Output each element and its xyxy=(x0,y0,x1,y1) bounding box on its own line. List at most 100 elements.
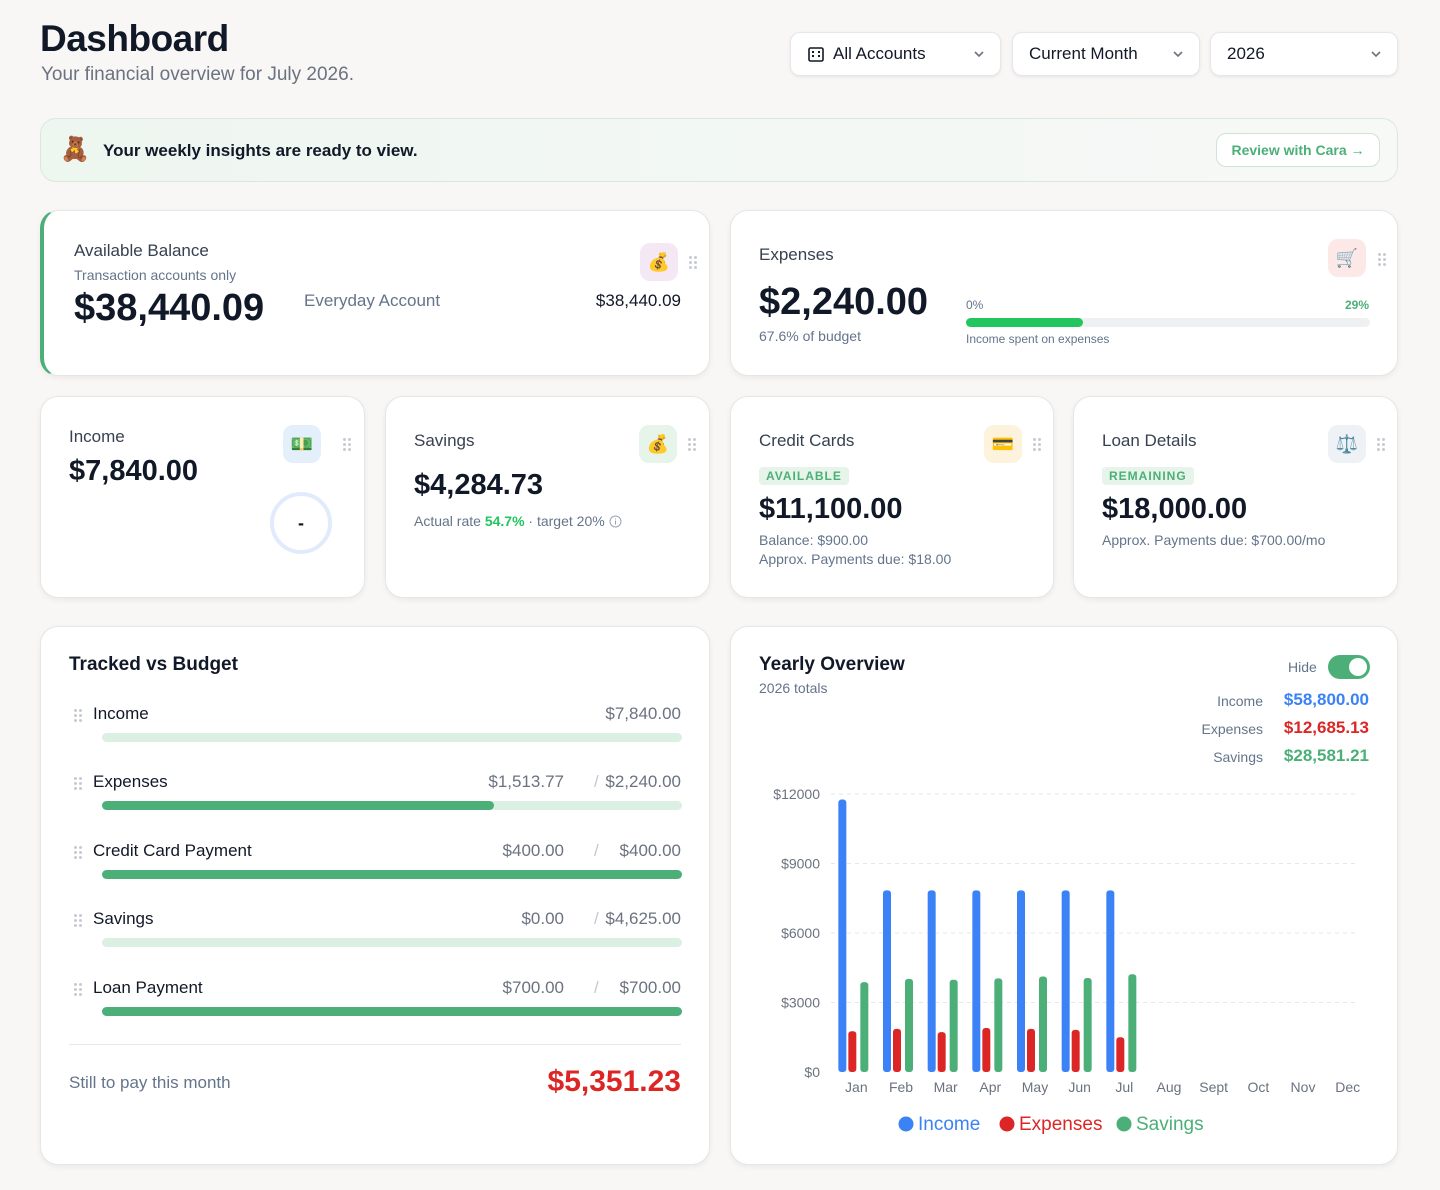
accounts-dropdown[interactable]: All Accounts xyxy=(790,32,1001,76)
info-icon[interactable] xyxy=(609,515,622,528)
yearly-total-value: $58,800.00 xyxy=(1283,690,1369,709)
expenses-card: Expenses $2,240.00 67.6% of budget 0% 29… xyxy=(730,210,1398,376)
x-tick-label: Dec xyxy=(1335,1079,1360,1095)
chart-bar-savings xyxy=(1039,976,1047,1072)
teddy-bear-icon: 🧸 xyxy=(60,136,90,163)
chart-bar-income xyxy=(838,799,847,1072)
drag-handle-icon[interactable] xyxy=(343,438,351,451)
tracked-row-separator: / xyxy=(594,772,599,791)
tracked-row-budget: $2,240.00 xyxy=(605,772,681,791)
drag-handle-icon[interactable] xyxy=(74,983,82,996)
page-subtitle: Your financial overview for July 2026. xyxy=(41,64,354,85)
drag-handle-icon[interactable] xyxy=(688,438,696,451)
tracked-row-bar-fill xyxy=(102,801,495,810)
chart-bar-expenses xyxy=(893,1028,901,1072)
chart-bar-income xyxy=(927,890,936,1072)
expenses-amount: $2,240.00 xyxy=(759,281,929,323)
yearly-subtitle: 2026 totals xyxy=(759,680,828,696)
savings-card: Savings $4,284.73 Actual rate 54.7% · ta… xyxy=(385,396,710,598)
yearly-bar-chart: $12000 $9000 $6000 $3000 $0 Jan Feb Mar Apr May Ju… xyxy=(773,786,1360,1135)
tracked-row-label: Loan Payment xyxy=(93,978,203,997)
tracked-row-budget: $7,840.00 xyxy=(605,704,681,723)
x-tick-label: Nov xyxy=(1291,1079,1316,1095)
drag-handle-icon[interactable] xyxy=(1033,438,1041,451)
money-bag-icon: 💰 xyxy=(639,425,677,463)
loan-details-card: Loan Details REMAINING $18,000.00 Approx… xyxy=(1073,396,1398,598)
drag-handle-icon[interactable] xyxy=(1378,253,1386,266)
drag-handle-icon[interactable] xyxy=(689,256,697,269)
drag-handle-icon[interactable] xyxy=(74,846,82,859)
chart-bar-expenses xyxy=(937,1032,946,1072)
tracked-row-budget: $700.00 xyxy=(619,978,681,997)
x-tick-label: Apr xyxy=(979,1079,1001,1095)
tracked-title: Tracked vs Budget xyxy=(69,654,238,675)
tracked-row-bar-fill xyxy=(102,870,682,879)
chart-bar-savings xyxy=(949,979,958,1072)
chart-bar-savings xyxy=(994,978,1003,1072)
chart-bar-income xyxy=(1106,890,1115,1072)
income-ring: - xyxy=(270,492,332,554)
savings-target: · target 20% xyxy=(528,513,605,529)
x-tick-label: Feb xyxy=(889,1079,913,1095)
income-amount: $7,840.00 xyxy=(69,455,199,487)
income-ring-text: - xyxy=(298,512,304,533)
legend-dot xyxy=(898,1116,914,1132)
x-tick-label: Jan xyxy=(845,1079,868,1095)
loan-payments: Approx. Payments due: $700.00/mo xyxy=(1102,532,1326,548)
chart-bar-expenses xyxy=(1071,1029,1080,1072)
y-tick-label: $6000 xyxy=(781,925,820,941)
year-dropdown[interactable]: 2026 xyxy=(1210,32,1398,76)
loan-title: Loan Details xyxy=(1102,431,1197,450)
account-amount: $38,440.09 xyxy=(595,291,681,310)
credit-cards-card: Credit Cards AVAILABLE $11,100.00 Balanc… xyxy=(730,396,1054,598)
accounts-dropdown-value: All Accounts xyxy=(833,44,926,63)
tracked-row-bar xyxy=(102,870,682,879)
tracked-row-separator: / xyxy=(594,841,599,860)
loan-amount: $18,000.00 xyxy=(1102,493,1248,525)
still-to-pay-amount: $5,351.23 xyxy=(547,1065,681,1098)
available-balance-subtitle: Transaction accounts only xyxy=(74,267,237,283)
tracked-row-bar-fill xyxy=(102,1007,682,1016)
expenses-bar-caption: Income spent on expenses xyxy=(966,332,1110,346)
tracked-row-tracked: $0.00 xyxy=(521,909,564,928)
expenses-bar-max: 29% xyxy=(1344,298,1369,312)
tracked-row-tracked: $700.00 xyxy=(502,978,564,997)
tracked-divider xyxy=(69,1044,681,1045)
tracked-row-bar xyxy=(102,1007,682,1016)
period-dropdown[interactable]: Current Month xyxy=(1012,32,1200,76)
expenses-title: Expenses xyxy=(759,245,834,264)
yearly-title: Yearly Overview xyxy=(759,654,905,675)
tracked-row-label: Credit Card Payment xyxy=(93,841,252,860)
available-balance-title: Available Balance xyxy=(74,241,209,260)
drag-handle-icon[interactable] xyxy=(74,709,82,722)
tracked-row-separator: / xyxy=(594,909,599,928)
expenses-bar-min: 0% xyxy=(966,298,984,312)
review-with-cara-button[interactable]: Review with Cara → xyxy=(1216,133,1380,167)
chart-bar-income xyxy=(1017,890,1025,1072)
savings-rate: Actual rate 54.7% · target 20% xyxy=(414,513,622,529)
x-tick-label: Jul xyxy=(1115,1079,1133,1095)
yearly-overview-card: Yearly Overview 2026 totals Hide Income $… xyxy=(730,626,1398,1165)
yearly-total-label: Savings xyxy=(1213,749,1263,765)
credit-cards-balance: Balance: $900.00 xyxy=(759,532,868,548)
legend-label: Expenses xyxy=(1019,1114,1102,1135)
tracked-row-bar xyxy=(102,733,682,742)
scales-icon: ⚖️ xyxy=(1328,425,1366,463)
drag-handle-icon[interactable] xyxy=(74,914,82,927)
chart-bar-expenses xyxy=(1116,1037,1125,1072)
year-dropdown-value: 2026 xyxy=(1227,44,1265,63)
x-tick-label: Jun xyxy=(1068,1079,1091,1095)
y-tick-label: $0 xyxy=(804,1064,820,1080)
expenses-budget-pct: 67.6% of budget xyxy=(759,328,861,344)
drag-handle-icon[interactable] xyxy=(74,777,82,790)
tracked-row-tracked: $1,513.77 xyxy=(488,772,564,791)
drag-handle-icon[interactable] xyxy=(1377,438,1385,451)
yearly-total-value: $12,685.13 xyxy=(1283,718,1369,737)
credit-cards-title: Credit Cards xyxy=(759,431,855,450)
credit-cards-amount: $11,100.00 xyxy=(759,493,903,525)
legend-label: Income xyxy=(918,1114,980,1135)
yearly-total-label: Income xyxy=(1217,693,1263,709)
x-tick-label: May xyxy=(1022,1079,1048,1095)
hide-toggle[interactable] xyxy=(1328,655,1370,679)
legend-label: Savings xyxy=(1136,1114,1204,1135)
